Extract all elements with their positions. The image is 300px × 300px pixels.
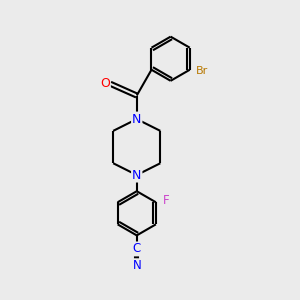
Text: O: O (100, 77, 110, 90)
Text: N: N (132, 112, 141, 126)
Text: C: C (133, 242, 141, 255)
Text: N: N (132, 259, 141, 272)
Text: F: F (163, 194, 169, 207)
Text: Br: Br (196, 66, 208, 76)
Text: N: N (132, 169, 141, 182)
